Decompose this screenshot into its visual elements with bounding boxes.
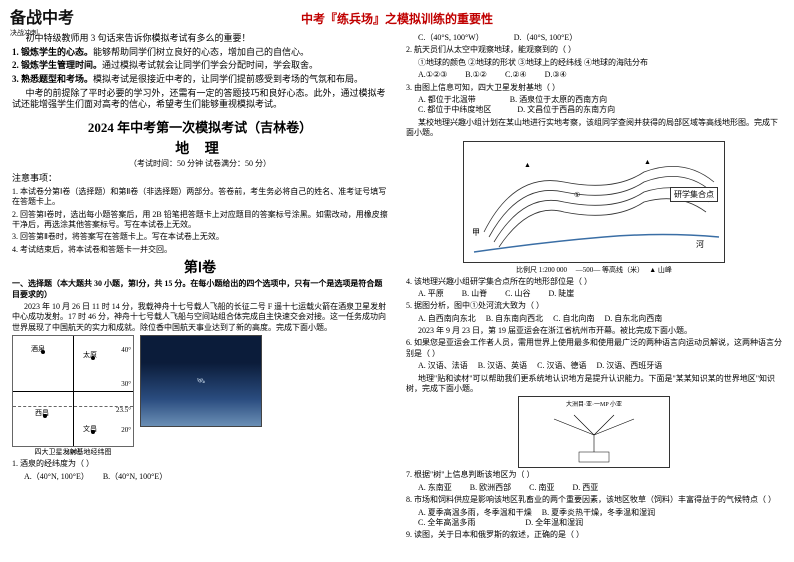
contour-map: ▲ ▲ ① 研学集合点 甲 河 [463,141,725,263]
notice-4: 4. 考试结束后，将本试卷和答题卡一并交回。 [12,245,388,255]
q7-opts: A. 东南亚 B. 欧洲西部 C. 南亚 D. 西亚 [418,483,782,493]
q5-opts: A. 自西南向东北 B. 自东南向西北 C. 自北向南 D. 自东北向西南 [418,314,782,324]
q3-opts: A. 都位于北温带 B. 酒泉位于太原的西南方向 C. 都位于中纬度地区 D. … [418,95,782,116]
section-1-head: 第Ⅰ卷 [12,257,388,277]
svg-text:▲: ▲ [524,161,531,169]
main-title: 中考『练兵场』之模拟训练的重要性 [12,10,782,27]
ytick-235: 23.5° [116,406,131,414]
diagram-title: 大洲目·亚·一MP 小亚 [519,399,669,408]
space-photo: 🛰 [140,335,262,427]
tree-diagram: 大洲目·亚·一MP 小亚 [518,396,670,468]
photo-placeholder: 🛰 [197,377,206,385]
left-column: 初中特级教师用 3 句话来告诉你模拟考试有多么的重要！ 1. 锻炼学生的心态。能… [12,31,388,543]
q4-opts: A. 平原 B. 山脊 C. 山谷 D. 陡崖 [418,289,782,299]
q1-opts-2: C.（40°S, 100°W） D.（40°S, 100°E） [418,33,782,43]
point-1: 1. 锻炼学生的心态。能够帮助同学们树立良好的心态，增加自己的自信心。 [12,47,388,59]
ytick-20: 20° [121,426,131,434]
contour-svg: ▲ ▲ ① [464,142,724,262]
point-2: 2. 锻炼学生管理时间。通过模拟考试就会让同学们学会分配时间，学会取舍。 [12,60,388,72]
q8-opts: A. 夏季高温多雨，冬季温和干燥 B. 夏季炎热干燥，冬季温和湿润 C. 全年高… [418,508,782,529]
q9: 9. 读图，关于日本和俄罗斯的叙述，正确的是（ ） [406,530,782,540]
passage-4: 地理"贴和读材"可以帮助我们更系统地认识地方是提升认识能力。下面是"某某知识某的… [406,374,782,395]
passage-3: 2023 年 9 月 23 日，第 19 届亚运会在浙江省杭州市开幕。被比完成下… [406,326,782,336]
axis-graph-wrap: 酒泉 太原 西昌 文昌 40° 30° 23.5° 20° 100° 四大卫星发… [12,335,134,457]
tropic-line [13,406,133,407]
svg-text:①: ① [574,191,580,199]
subject: 地 理 [12,138,388,158]
ytick-30: 30° [121,380,131,388]
notice-1: 1. 本试卷分第Ⅰ卷（选择题）和第Ⅱ卷（非选择题）两部分。答卷前，考生务必将自己… [12,187,388,208]
summary-text: 中考的前提除了平时必要的学习外，还需有一定的答题技巧和良好心态。此外，通过模拟考… [12,88,388,111]
exam-title: 2024 年中考第一次模拟考试（吉林卷） [12,117,388,136]
q2: 2. 航天员们从太空中观察地球，能观察到的（ ） [406,45,782,55]
ytick-40: 40° [121,346,131,354]
camp-label: 研学集合点 [670,187,718,202]
jia-label: 甲 [472,227,480,238]
q1-opts: A.（40°N, 100°E） B.（40°N, 100°E） [24,472,388,482]
right-column: C.（40°S, 100°W） D.（40°S, 100°E） 2. 航天员们从… [406,31,782,543]
he-label: 河 [696,239,704,250]
notice-head: 注意事项： [12,173,388,185]
notice-3: 3. 回答第Ⅱ卷时，将答案写在答题卡上。写在本试卷上无效。 [12,232,388,242]
exam-meta: （考试时间：50 分钟 试卷满分：50 分） [12,158,388,169]
q6-opts: A. 汉语、法语 B. 汉语、英语 C. 汉语、德语 D. 汉语、西班牙语 [418,361,782,371]
q7: 7. 根据"树"上信息判断该地区为（ ） [406,470,782,480]
notice-2: 2. 回答第Ⅰ卷时，选出每小题答案后，用 2B 铅笔把答题卡上对应题目的答案标号… [12,210,388,231]
passage-1: 2023 年 10 月 26 日 11 时 14 分，我载神舟十七号载人飞船的长… [12,302,388,333]
q5: 5. 据图分析，图中①处河流大致为（ ） [406,301,782,311]
logo-text: 备战中考 [10,10,74,27]
q4: 4. 该地理兴趣小组研学集合点所在的地形部位是（ ） [406,277,782,287]
axis-graph: 酒泉 太原 西昌 文昌 40° 30° 23.5° 20° 100° [12,335,134,447]
svg-text:▲: ▲ [644,158,651,166]
q8: 8. 市场和饲料供应是影响该地区乳畜业的两个重要因素，该地区牧草（饲料）丰富得益… [406,495,782,505]
q6: 6. 如果您是亚运会工作者人员，需用世界上使用最多和使用最广泛的两种语言向运动员… [406,338,782,359]
q1: 1. 酒泉的经纬度为（ ） [12,459,388,469]
section-1-desc: 一、选择题（本大题共 30 小题，第Ⅰ分，共 15 分。在每小题给出的四个选项中… [12,279,388,300]
map-caption: 比例尺 1:200 000 —500— 等高线（米） ▲ 山峰 [406,265,782,275]
logo-sub: 决战冲刺 [10,28,74,38]
passage-2: 某校地理兴趣小组计划在某山地进行实地考察，该组同学查阅并获得的局部区域等高线地形… [406,118,782,139]
q3: 3. 由图上信息可知，四大卫星发射基地（ ） [406,83,782,93]
xtick-100: 100° [67,448,80,456]
x-axis [13,391,133,392]
point-3: 3. 熟悉题型和考场。模拟考试是很接近中考的，让同学们提前感受到考场的气氛和布局… [12,74,388,86]
logo: 备战中考 决战冲刺 [10,4,74,38]
q2-line: ①地球的颜色 ②地球的形状 ③地球上的经纬线 ④地球的海陆分布 [418,58,782,68]
q2-opts: A.①②③ B.①② C.②④ D.③④ [418,70,782,80]
two-columns: 初中特级教师用 3 句话来告诉你模拟考试有多么的重要！ 1. 锻炼学生的心态。能… [12,31,782,543]
figure-row: 酒泉 太原 西昌 文昌 40° 30° 23.5° 20° 100° 四大卫星发… [12,335,388,457]
